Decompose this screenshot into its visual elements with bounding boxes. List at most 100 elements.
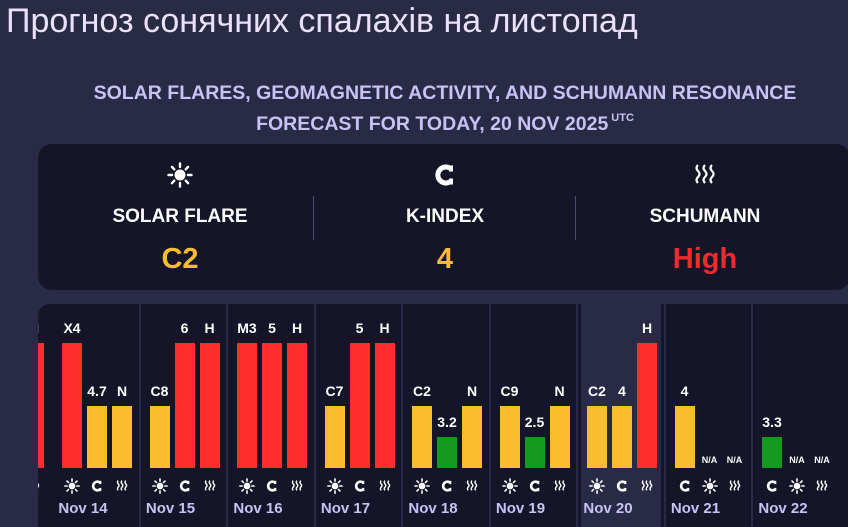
day-separator xyxy=(576,304,578,527)
day-flare-label: C9 xyxy=(500,383,519,399)
day-date-label: Nov 22 xyxy=(758,500,808,517)
day-kindex-bar xyxy=(524,437,545,468)
day-flare-label: C2 xyxy=(413,383,431,399)
day-flare-label: C7 xyxy=(325,383,344,399)
day-kindex-label: 3.2 xyxy=(437,414,457,430)
day-schumann-label: N/A xyxy=(726,455,743,465)
day-separator xyxy=(488,304,491,527)
sun-icon xyxy=(412,478,432,494)
sun-icon xyxy=(62,478,82,494)
k-index-value: 4 xyxy=(436,243,454,275)
day-schumann-bar xyxy=(462,406,482,468)
day-kindex-label: 4 xyxy=(680,383,689,399)
day-kindex-label: 4.7 xyxy=(87,383,107,399)
waves-icon xyxy=(200,478,220,494)
magnet-icon xyxy=(87,478,107,494)
waves-icon xyxy=(570,162,840,188)
day-schumann-label: H xyxy=(641,320,653,336)
waves-icon xyxy=(112,478,132,494)
day-flare-label: C2 xyxy=(588,383,606,399)
day-date-label: Nov 16 xyxy=(233,500,283,517)
schumann-label: SCHUMANN xyxy=(649,206,761,227)
solar-flare-label: SOLAR FLARE xyxy=(112,206,248,227)
day-flare-label: C8 xyxy=(150,383,169,399)
day-kindex-label: 2.5 xyxy=(524,414,545,430)
schumann-value: High xyxy=(672,243,738,275)
day-flare-bar xyxy=(324,406,345,468)
day-kindex-bar xyxy=(674,406,695,468)
k-index-label: K-INDEX xyxy=(405,206,485,227)
day-date-label: Nov 21 xyxy=(670,500,721,517)
day-kindex-bar xyxy=(437,437,457,468)
day-kindex-bar xyxy=(762,437,782,468)
day-schumann-label: N xyxy=(466,383,478,399)
day-schumann-label: H xyxy=(291,320,303,336)
day-separator xyxy=(751,304,753,527)
sun-icon xyxy=(150,478,170,494)
day-separator xyxy=(226,304,228,527)
magnet-icon xyxy=(175,478,195,494)
day-flare-bar xyxy=(149,406,170,468)
day-flare-bar xyxy=(62,343,82,468)
magnet-icon xyxy=(310,162,580,188)
magnet-icon xyxy=(675,478,695,494)
solar-flare-summary: SOLAR FLARE C2 xyxy=(45,144,315,290)
k-index-summary: K-INDEX 4 xyxy=(310,144,580,290)
waves-icon xyxy=(637,478,657,494)
day-flare-label: M3 xyxy=(237,320,257,336)
magnet-icon xyxy=(525,478,545,494)
subtitle-line-2-text: FORECAST FOR TODAY, 20 NOV 2025 xyxy=(256,113,609,135)
sun-icon xyxy=(237,478,257,494)
day-schumann-bar xyxy=(199,343,220,468)
waves-icon xyxy=(38,478,44,494)
day-kindex-bar xyxy=(612,406,632,468)
sun-icon xyxy=(700,478,720,494)
magnet-icon xyxy=(612,478,632,494)
day-kindex-bar xyxy=(174,343,195,468)
schumann-summary: SCHUMANN High xyxy=(570,144,840,290)
day-schumann-bar xyxy=(549,406,570,468)
partial-schumann-label: H xyxy=(38,320,54,336)
day-separator xyxy=(401,304,403,527)
day-flare-bar xyxy=(412,406,432,468)
day-schumann-bar xyxy=(112,406,132,468)
summary-divider xyxy=(575,196,576,240)
day-date-label: Nov 18 xyxy=(408,500,458,517)
day-date-label: Nov 17 xyxy=(320,500,371,517)
utc-label: UTC xyxy=(611,112,634,124)
day-date-label: Nov 15 xyxy=(145,500,196,517)
sun-icon xyxy=(500,478,520,494)
magnet-icon xyxy=(350,478,370,494)
day-date-label: Nov 19 xyxy=(495,500,546,517)
day-flare-bar xyxy=(587,406,607,468)
magnet-icon xyxy=(437,478,457,494)
day-schumann-label: H xyxy=(204,320,215,336)
day-schumann-label: N xyxy=(554,383,565,399)
day-schumann-label: H xyxy=(379,320,390,336)
sun-icon xyxy=(787,478,807,494)
day-kindex-label: 6 xyxy=(180,320,189,336)
waves-icon xyxy=(812,478,832,494)
waves-icon xyxy=(725,478,745,494)
subtitle-line-1: SOLAR FLARES, GEOMAGNETIC ACTIVITY, AND … xyxy=(93,82,797,104)
day-schumann-label: N/A xyxy=(814,455,830,465)
day-flare-bar xyxy=(499,406,520,468)
day-kindex-bar xyxy=(349,343,370,468)
day-separator xyxy=(313,304,316,527)
day-kindex-label: 4 xyxy=(618,383,626,399)
day-separator xyxy=(138,304,141,527)
waves-icon xyxy=(550,478,570,494)
page-title: Прогноз сонячних спалахів на листопад xyxy=(6,2,638,40)
day-schumann-bar xyxy=(287,343,307,468)
day-kindex-label: 5 xyxy=(355,320,364,336)
day-flare-label: N/A xyxy=(701,455,718,465)
day-date-label: Nov 20 xyxy=(583,500,633,517)
summary-divider xyxy=(313,196,314,240)
day-kindex-label: 5 xyxy=(268,320,276,336)
day-separator xyxy=(663,304,666,527)
day-schumann-bar xyxy=(637,343,657,468)
solar-flare-value: C2 xyxy=(161,243,199,275)
day-kindex-label: 3.3 xyxy=(762,414,782,430)
waves-icon xyxy=(462,478,482,494)
